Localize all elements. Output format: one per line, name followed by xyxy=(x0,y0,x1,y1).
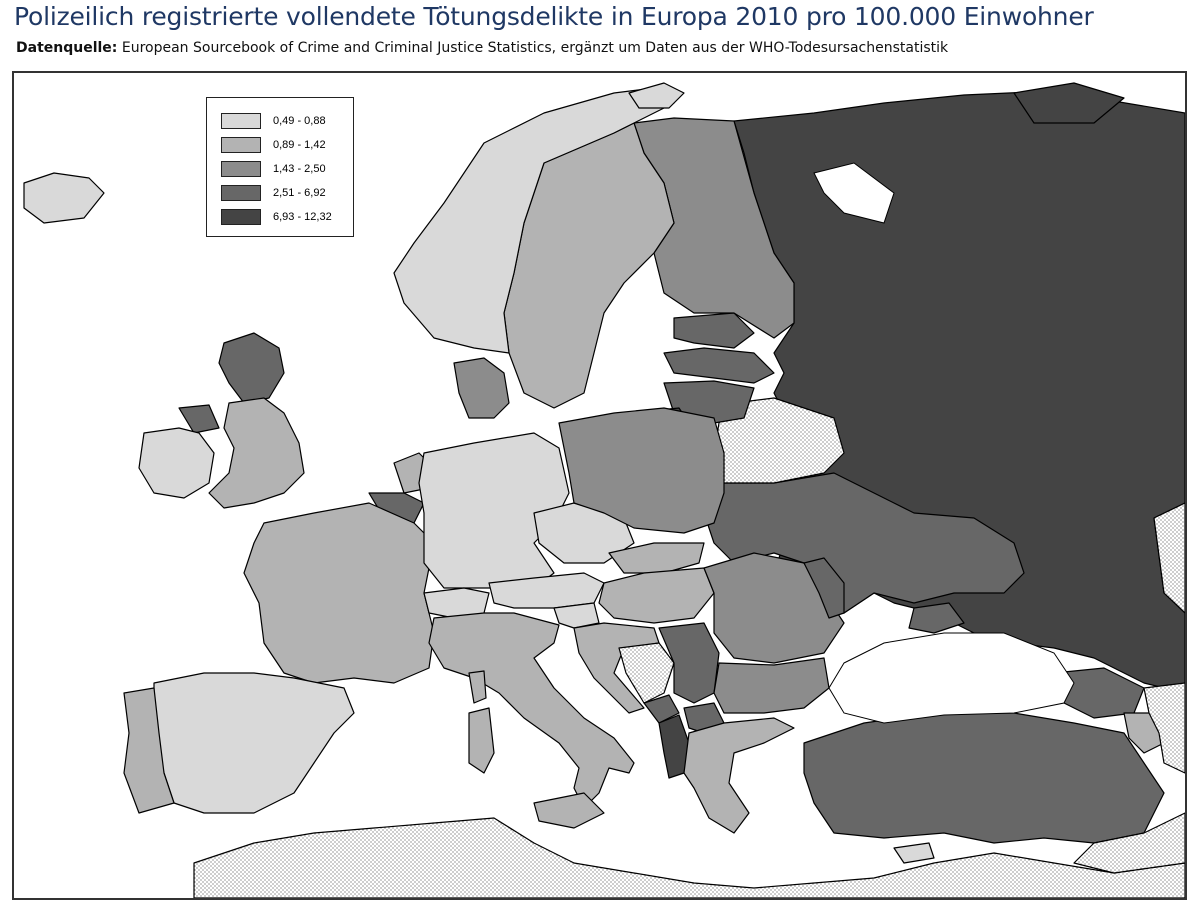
region-poland[interactable] xyxy=(558,407,725,534)
region-romania[interactable] xyxy=(703,552,845,664)
data-source-label: Datenquelle: xyxy=(16,40,118,56)
data-source: Datenquelle: European Sourcebook of Crim… xyxy=(16,40,948,56)
legend-label: 6,93 - 12,32 xyxy=(273,211,332,223)
legend-label: 1,43 - 2,50 xyxy=(273,163,326,175)
region-svalbard[interactable] xyxy=(628,82,685,109)
map-frame: 0,49 - 0,88 0,89 - 1,42 1,43 - 2,50 2,51… xyxy=(12,71,1187,900)
region-spain[interactable] xyxy=(153,672,355,814)
region-azerbaijan[interactable] xyxy=(1143,682,1185,774)
legend-swatch xyxy=(221,113,261,129)
region-turkey[interactable] xyxy=(803,712,1165,844)
region-slovakia[interactable] xyxy=(608,542,705,574)
legend-item: 1,43 - 2,50 xyxy=(221,160,326,178)
region-scotland[interactable] xyxy=(218,332,285,404)
europe-map xyxy=(23,82,1185,898)
region-bosnia[interactable] xyxy=(618,642,675,704)
region-denmark[interactable] xyxy=(453,357,510,419)
region-cyprus[interactable] xyxy=(893,842,935,864)
region-sicily[interactable] xyxy=(533,792,605,829)
region-germany[interactable] xyxy=(418,432,570,589)
region-iceland[interactable] xyxy=(23,172,105,224)
region-latvia[interactable] xyxy=(663,347,775,384)
legend-label: 0,89 - 1,42 xyxy=(273,139,326,151)
region-portugal[interactable] xyxy=(123,687,175,814)
legend-label: 0,49 - 0,88 xyxy=(273,115,326,127)
legend-item: 0,89 - 1,42 xyxy=(221,136,326,154)
region-italy[interactable] xyxy=(428,612,635,809)
region-sardinia[interactable] xyxy=(468,707,495,774)
map-title: Polizeilich registrierte vollendete Tötu… xyxy=(14,2,1094,31)
region-montenegro[interactable] xyxy=(643,694,680,724)
legend-label: 2,51 - 6,92 xyxy=(273,187,326,199)
region-bulgaria[interactable] xyxy=(713,657,830,714)
data-source-text: European Sourcebook of Crime and Crimina… xyxy=(117,40,949,56)
black-sea xyxy=(828,632,1075,724)
legend-item: 0,49 - 0,88 xyxy=(221,112,326,130)
region-crimea[interactable] xyxy=(908,602,965,634)
legend-swatch xyxy=(221,209,261,225)
region-northern-ireland[interactable] xyxy=(178,404,220,434)
region-middle-east[interactable] xyxy=(1073,812,1185,874)
white-sea xyxy=(813,162,895,224)
legend-item: 2,51 - 6,92 xyxy=(221,184,326,202)
region-slovenia[interactable] xyxy=(553,602,600,629)
legend-item: 6,93 - 12,32 xyxy=(221,208,332,226)
region-serbia[interactable] xyxy=(658,622,720,704)
legend-swatch xyxy=(221,161,261,177)
legend: 0,49 - 0,88 0,89 - 1,42 1,43 - 2,50 2,51… xyxy=(206,97,354,237)
region-ireland[interactable] xyxy=(138,427,215,499)
region-kazakhstan[interactable] xyxy=(1153,502,1185,614)
region-england-wales[interactable] xyxy=(208,397,305,509)
region-corsica[interactable] xyxy=(468,670,487,704)
region-moldova[interactable] xyxy=(803,557,845,619)
region-hungary[interactable] xyxy=(598,567,715,624)
region-novaya-zemlya[interactable] xyxy=(1013,82,1125,124)
legend-swatch xyxy=(221,137,261,153)
region-france[interactable] xyxy=(243,502,435,684)
legend-swatch xyxy=(221,185,261,201)
region-greece[interactable] xyxy=(683,717,795,834)
